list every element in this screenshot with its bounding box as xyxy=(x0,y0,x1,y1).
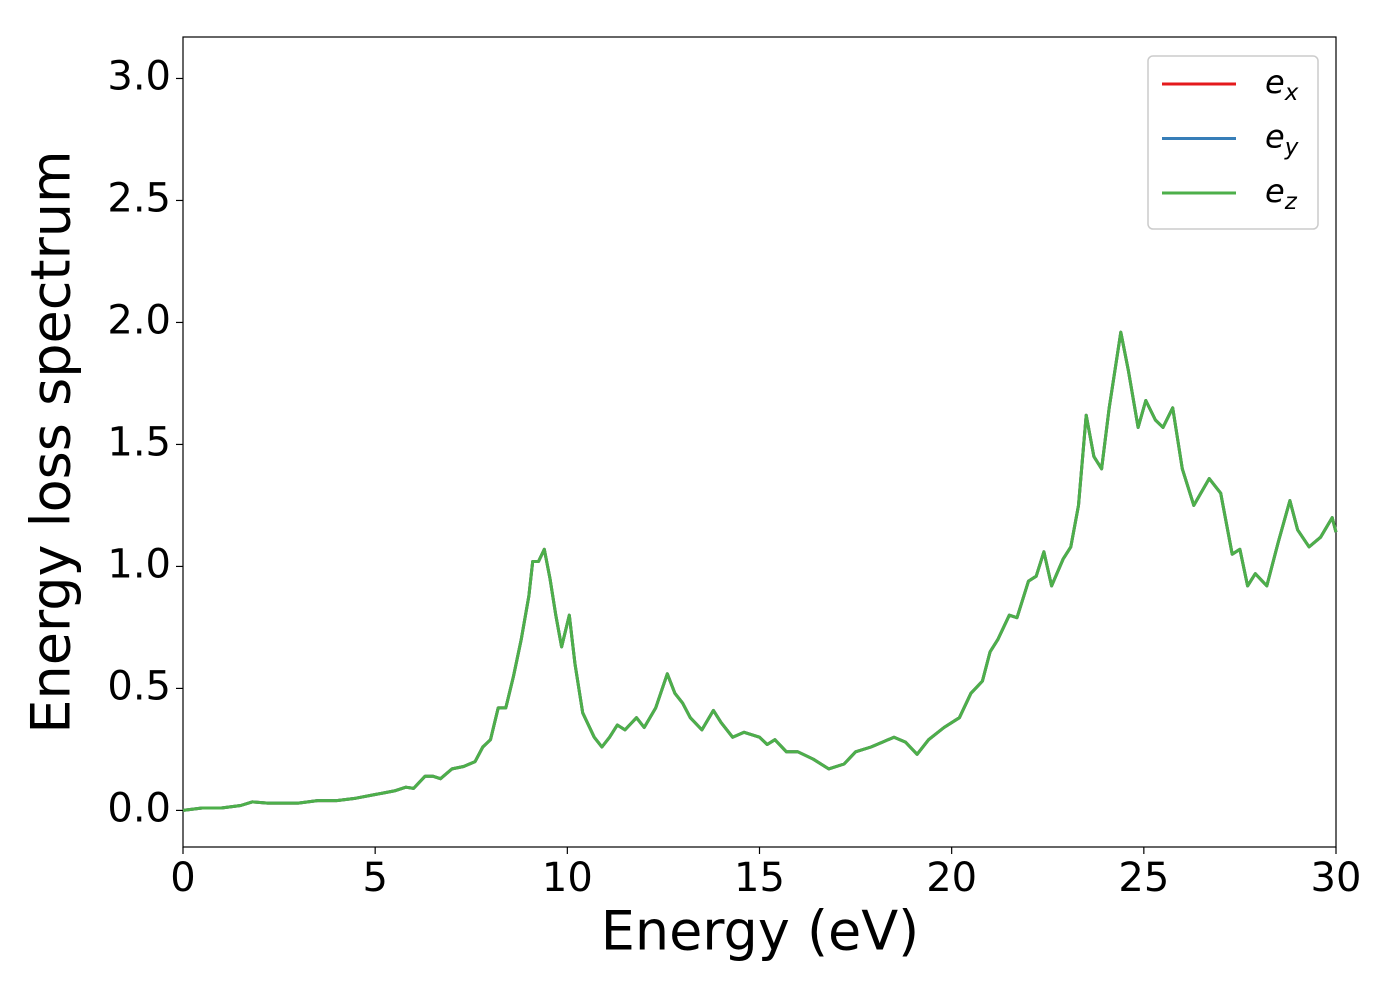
x-tick-label: 30 xyxy=(1311,855,1362,901)
x-tick-label: 10 xyxy=(542,855,593,901)
y-axis-label: Energy loss spectrum xyxy=(20,150,83,733)
x-tick-label: 25 xyxy=(1118,855,1169,901)
y-tick-label: 3.0 xyxy=(107,53,171,99)
legend: ex ey ez xyxy=(1147,55,1319,230)
x-tick-label: 0 xyxy=(170,855,195,901)
y-tick-label: 2.0 xyxy=(107,297,171,343)
y-tick-label: 1.0 xyxy=(107,541,171,587)
x-tick-label: 15 xyxy=(734,855,785,901)
x-tick-label: 5 xyxy=(362,855,387,901)
y-tick-label: 2.5 xyxy=(107,175,171,221)
y-tick-label: 0.0 xyxy=(107,785,171,831)
legend-label: ey xyxy=(1265,118,1299,161)
y-tick-label: 0.5 xyxy=(107,663,171,709)
legend-box xyxy=(1147,55,1319,230)
legend-label: ex xyxy=(1265,63,1299,106)
data-line xyxy=(182,330,1338,812)
legend-label: ez xyxy=(1265,172,1298,215)
x-tick-label: 20 xyxy=(926,855,977,901)
y-tick-label: 1.5 xyxy=(107,419,171,465)
x-axis-label: Energy (eV) xyxy=(601,900,920,963)
